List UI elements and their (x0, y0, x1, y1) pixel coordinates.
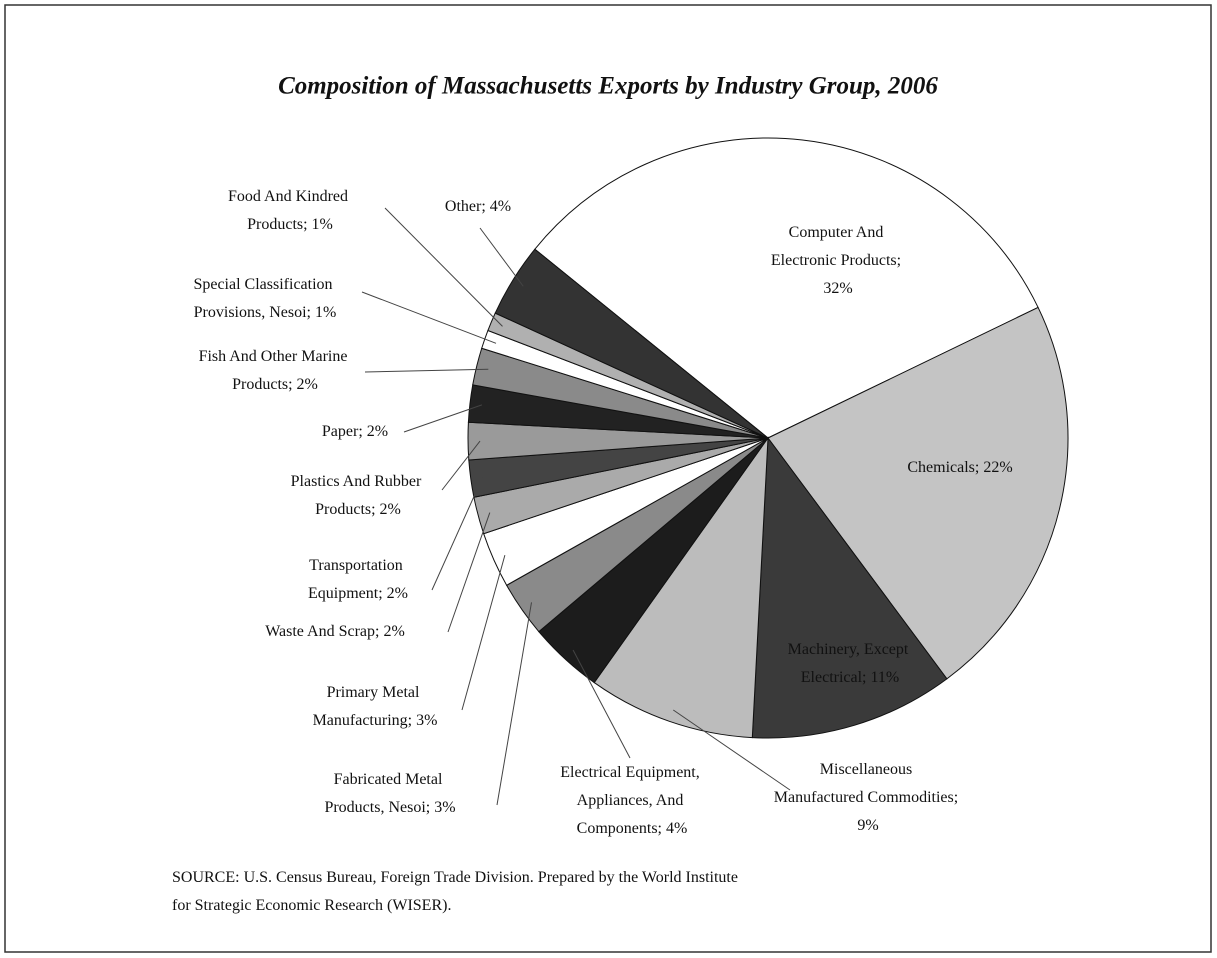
slice-label: Primary Metal Manufacturing; 3% (313, 684, 438, 729)
leader-line (447, 512, 491, 633)
source-note: SOURCE: U.S. Census Bureau, Foreign Trad… (172, 869, 742, 914)
slice-label: Computer And Electronic Products; 32% (771, 224, 905, 297)
slice-label: Machinery, Except Electrical; 11% (788, 641, 913, 686)
leader-line (361, 291, 497, 344)
pie-slice (494, 248, 769, 439)
leader-line (364, 368, 489, 373)
leader-line (431, 476, 484, 591)
slice-label: Food And Kindred Products; 1% (228, 188, 352, 233)
slice-label: Special Classification Provisions, Nesoi… (193, 276, 336, 321)
slice-label: Fish And Other Marine Products; 2% (199, 348, 352, 393)
leader-line (461, 555, 506, 711)
chart-title: Composition of Massachusetts Exports by … (278, 73, 938, 100)
slice-label: Fabricated Metal Products, Nesoi; 3% (324, 771, 455, 816)
leader-line (496, 602, 533, 806)
leader-line (572, 649, 631, 759)
leader-line (479, 227, 524, 287)
slice-label: Electrical Equipment, Appliances, And Co… (560, 764, 704, 837)
slice-label: Transportation Equipment; 2% (308, 557, 408, 602)
leader-line (673, 709, 791, 791)
slice-label: Other; 4% (445, 198, 511, 215)
slice-label: Chemicals; 22% (907, 459, 1012, 476)
leader-line (384, 207, 503, 327)
pie-slice (767, 306, 1069, 680)
pie-slice (751, 436, 948, 739)
slice-label: Paper; 2% (322, 423, 388, 440)
pie-slice (593, 436, 769, 739)
leader-line (403, 404, 483, 433)
slice-label: Miscellaneous Manufactured Commodities; … (774, 761, 962, 834)
slice-label: Plastics And Rubber Products; 2% (291, 473, 426, 518)
pie-slice (534, 137, 1039, 439)
leader-line (441, 440, 481, 491)
slice-label: Waste And Scrap; 2% (265, 623, 405, 640)
